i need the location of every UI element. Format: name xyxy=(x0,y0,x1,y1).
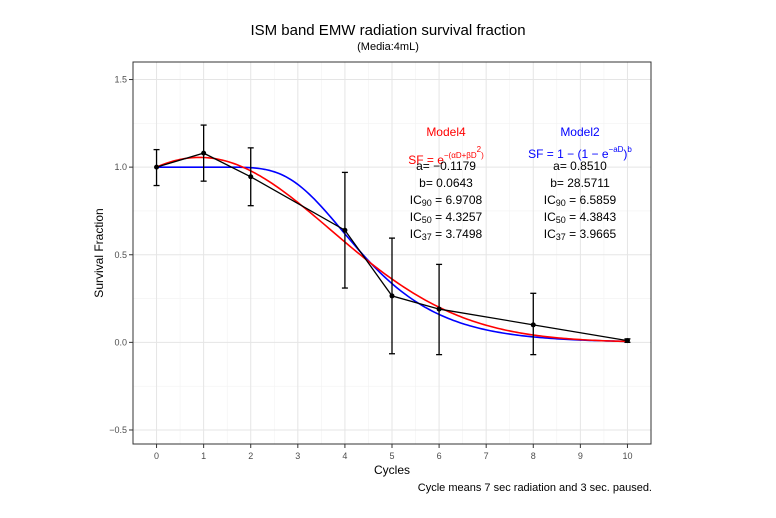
data-point xyxy=(624,338,630,344)
model2-param-b: b= 28.5711 xyxy=(550,176,610,190)
data-point xyxy=(530,322,536,328)
model2-ic50: IC50 = 4.3843 xyxy=(520,209,640,226)
model4-annotation: Model4 SF = e−(αD+βD2) a= −0.1179 b= 0.0… xyxy=(386,124,506,243)
x-tick-label: 5 xyxy=(389,451,394,461)
model4-ic90-value: = 6.9708 xyxy=(431,193,483,207)
model4-formula-exp: −(αD+βD xyxy=(443,151,477,160)
x-axis-title: Cycles xyxy=(374,463,410,477)
model2-formula-power: b xyxy=(627,145,632,154)
y-axis-title: Survival Fraction xyxy=(92,208,106,297)
model4-param-b: b= 0.0643 xyxy=(419,176,473,190)
model2-param-a: a= 0.8510 xyxy=(553,159,607,173)
model2-ic37-value: = 3.9665 xyxy=(565,227,617,241)
data-point xyxy=(436,306,442,312)
ic-label: IC xyxy=(543,210,556,224)
model2-formula-exp: −aD xyxy=(608,145,624,154)
x-tick-label: 10 xyxy=(622,451,632,461)
model2-formula-base: SF = 1 − (1 − e xyxy=(528,147,609,161)
ic50-sub: 50 xyxy=(555,215,566,225)
model4-formula-exp-end: ) xyxy=(481,151,484,160)
model4-ic90: IC90 = 6.9708 xyxy=(386,192,506,209)
x-tick-label: 8 xyxy=(531,451,536,461)
model2-formula-suffix: ) xyxy=(623,147,628,161)
model4-ic37-value: = 3.7498 xyxy=(431,227,483,241)
model4-formula: SF = e−(αD+βD2) xyxy=(386,141,506,167)
data-point xyxy=(154,164,160,170)
ic90-sub: 90 xyxy=(421,198,432,208)
data-point xyxy=(201,150,207,156)
model2-annotation: Model2 SF = 1 − (1 − e−aD)b a= 0.8510 b=… xyxy=(520,124,640,243)
data-series xyxy=(153,124,631,356)
model2-ic37: IC37 = 3.9665 xyxy=(520,226,640,243)
ic37-sub: 37 xyxy=(421,232,432,242)
grid xyxy=(132,62,652,444)
ic-label: IC xyxy=(543,193,556,207)
model4-ic50: IC50 = 4.3257 xyxy=(386,209,506,226)
y-tick-label: 0.0 xyxy=(114,337,127,347)
x-tick-label: 9 xyxy=(578,451,583,461)
y-tick-label: −0.5 xyxy=(109,425,127,435)
model4-ic50-value: = 4.3257 xyxy=(431,210,483,224)
y-tick-label: 1.0 xyxy=(114,162,127,172)
ic-label: IC xyxy=(409,193,422,207)
model4-param-a: a= −0.1179 xyxy=(416,159,476,173)
chart-subtitle: (Media:4mL) xyxy=(357,41,419,53)
chart-caption: Cycle means 7 sec radiation and 3 sec. p… xyxy=(417,482,652,494)
ic50-sub: 50 xyxy=(421,215,432,225)
model4-formula-base: SF = e xyxy=(408,153,444,167)
model2-name: Model2 xyxy=(560,125,600,139)
model4-formula-exp-sq: 2 xyxy=(476,145,482,154)
data-point xyxy=(389,293,395,299)
chart-title: ISM band EMW radiation survival fraction xyxy=(250,22,526,39)
ic-label: IC xyxy=(409,227,422,241)
x-tick-label: 2 xyxy=(248,451,253,461)
y-tick-label: 1.5 xyxy=(114,75,127,85)
model4-ic37: IC37 = 3.7498 xyxy=(386,226,506,243)
x-tick-label: 4 xyxy=(342,451,347,461)
x-tick-label: 1 xyxy=(201,451,206,461)
model2-ic90: IC90 = 6.5859 xyxy=(520,192,640,209)
data-point xyxy=(342,227,348,233)
model2-ic90-value: = 6.5859 xyxy=(565,193,617,207)
axes: 0 1 2 3 4 5 6 7 8 9 10 −0.5 0.0 0.5 1.0 1.5 Cycles Surviv… xyxy=(92,61,652,477)
data-point xyxy=(248,174,254,180)
model2-formula: SF = 1 − (1 − e−aD)b xyxy=(520,141,640,161)
ic37-sub: 37 xyxy=(555,232,566,242)
ic-label: IC xyxy=(543,227,556,241)
ic90-sub: 90 xyxy=(555,198,566,208)
observed-line xyxy=(156,152,628,342)
y-tick-label: 0.5 xyxy=(114,250,127,260)
model2-ic50-value: = 4.3843 xyxy=(565,210,617,224)
x-tick-label: 7 xyxy=(484,451,489,461)
x-tick-label: 0 xyxy=(154,451,159,461)
x-tick-label: 3 xyxy=(295,451,300,461)
x-tick-label: 6 xyxy=(437,451,442,461)
ic-label: IC xyxy=(409,210,422,224)
model4-name: Model4 xyxy=(426,125,466,139)
